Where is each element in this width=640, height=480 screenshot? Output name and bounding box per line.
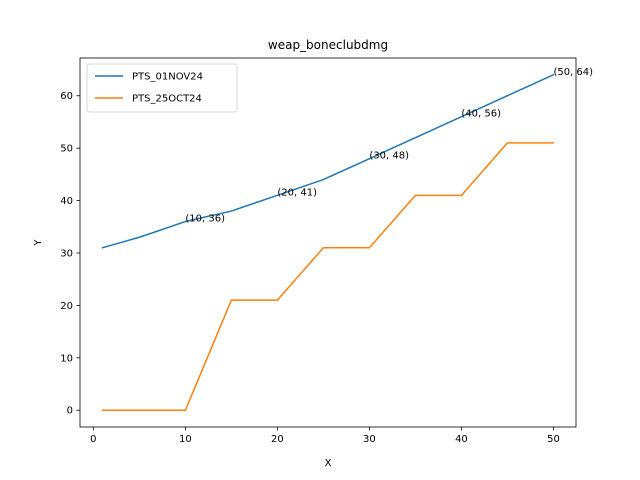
x-tick-label: 30 — [363, 434, 376, 445]
series-layer — [101, 73, 555, 411]
y-tick-label: 20 — [60, 301, 73, 312]
annotation-label: (20, 41) — [277, 187, 317, 198]
y-tick-label: 60 — [60, 91, 73, 102]
legend-box — [86, 63, 238, 113]
x-axis-label: X — [325, 458, 332, 469]
legend: PTS_01NOV24 PTS_25OCT24 — [86, 63, 238, 113]
annotation-layer: (10, 36) (20, 41) (30, 48) (40, 56) (50, 64) — [185, 67, 593, 225]
chart-title: weap_boneclubdmg — [268, 38, 388, 52]
y-tick-label: 10 — [60, 353, 73, 364]
y-tick-label: 0 — [67, 406, 73, 417]
series-line-1 — [101, 73, 555, 249]
y-axis: 0 10 20 30 40 50 60 — [60, 91, 80, 417]
annotation-label: (40, 56) — [461, 109, 501, 120]
x-tick-label: 50 — [547, 434, 560, 445]
x-tick-label: 40 — [455, 434, 468, 445]
x-tick-label: 10 — [179, 434, 192, 445]
y-tick-label: 50 — [60, 144, 73, 155]
y-tick-label: 30 — [60, 248, 73, 259]
y-tick-label: 40 — [60, 196, 73, 207]
annotation-label: (30, 48) — [369, 151, 409, 162]
x-axis: 0 10 20 30 40 50 — [90, 427, 560, 445]
plot-frame — [79, 57, 577, 428]
annotation-label: (50, 64) — [553, 67, 593, 78]
annotation-label: (10, 36) — [185, 214, 225, 225]
series-line-2 — [101, 142, 555, 411]
y-axis-label: Y — [33, 239, 44, 247]
x-tick-label: 0 — [90, 434, 96, 445]
legend-label: PTS_25OCT24 — [132, 94, 202, 105]
x-tick-label: 20 — [271, 434, 284, 445]
legend-label: PTS_01NOV24 — [132, 72, 203, 83]
